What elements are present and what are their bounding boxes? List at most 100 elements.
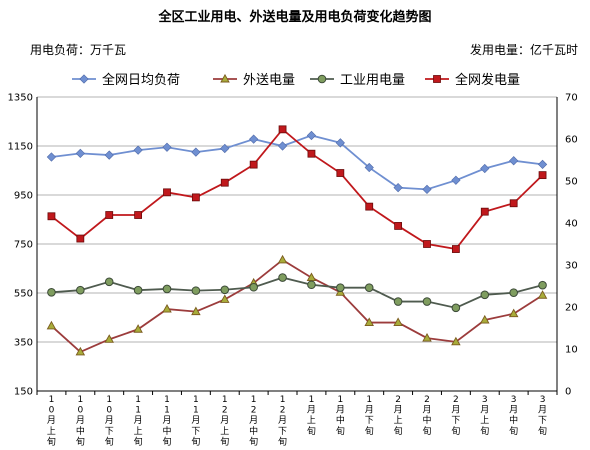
data-point [307,280,316,290]
data-point [394,222,403,230]
data-point [509,156,519,166]
data-point [364,317,374,326]
left-tick-label: 350 [14,338,33,349]
data-point [480,314,490,324]
data-point [509,288,518,298]
x-tick-label: 1 月中旬 [336,395,345,437]
series-line [51,134,543,191]
x-tick-label: 3 月中旬 [509,395,518,437]
x-tick-label: 1 2 月中旬 [249,395,258,447]
data-point [76,285,85,295]
left-tick-label: 150 [14,387,33,398]
data-point [249,160,258,169]
data-point [480,207,489,216]
legend-marker [79,74,89,84]
data-point [538,171,547,180]
data-point [538,280,547,290]
left-tick-label: 1150 [8,142,33,153]
x-tick-label: 2 月上旬 [394,395,403,437]
x-tick-label: 1 1 月上旬 [134,395,143,447]
x-tick-label: 1 0 月下旬 [105,395,114,447]
data-point [423,240,431,248]
x-tick-label: 1 月下旬 [365,395,374,437]
data-point [163,188,171,197]
data-point [133,324,143,333]
x-tick-label: 1 0 月上旬 [47,395,56,447]
right-tick-label: 60 [565,135,578,146]
series-circle [47,273,547,313]
data-point [278,273,287,282]
left-axis-unit-label: 用电负荷：万千瓦 [30,43,127,57]
data-point [162,284,172,294]
data-point [278,125,287,134]
legend-marker [433,75,441,83]
data-point [249,282,258,292]
data-point [191,147,201,157]
data-point [134,211,143,219]
right-axis-unit-label: 发用电量：亿千瓦时 [469,43,578,57]
data-point [365,202,374,211]
series-line [50,258,544,353]
series-square [47,125,547,253]
data-point [451,303,461,313]
data-point [336,169,345,177]
x-tick-label: 2 月下旬 [451,395,460,437]
data-point [220,143,230,154]
data-point [422,332,432,342]
series-triangle [46,254,548,356]
data-point [105,211,114,219]
left-tick-label: 550 [14,289,33,300]
left-tick-label: 950 [14,191,33,202]
axes: 150 350 550 750 950 1150 1350 0 10 20 30 40 50 60 70 1 0… [8,93,578,448]
left-tick-label: 750 [14,240,33,251]
x-tick-label: 1 1 月下旬 [191,395,200,447]
legend-marker [317,74,327,84]
legend-item: 外送电量 [213,73,295,88]
data-point [133,285,143,295]
series-line [51,276,543,309]
data-point [104,150,114,160]
data-point [46,152,57,162]
data-point [451,245,460,253]
legend-item: 全网日均负荷 [72,72,180,88]
data-point [220,178,229,187]
x-tick-label: 2 月中旬 [422,395,431,437]
data-point [191,286,201,295]
data-point [306,272,317,282]
left-tick-label: 1350 [8,93,33,104]
x-tick-label: 1 0 月中旬 [76,395,85,447]
legend-marker [220,73,230,83]
right-tick-label: 70 [565,93,578,104]
data-point [104,277,114,287]
data-point [336,283,345,292]
right-tick-label: 40 [565,219,578,230]
data-point [508,308,519,318]
data-point [220,294,230,303]
data-point [133,145,143,155]
data-point [307,149,316,158]
data-point [47,288,56,297]
data-point [220,285,230,295]
chart-title: 全区工业用电、外送电量及用电负荷变化趋势图 [158,10,432,25]
data-point [393,183,403,193]
data-point [364,283,374,292]
legend-label: 全网日均负荷 [102,72,180,88]
legend-item: 全网发电量 [425,72,520,88]
data-point [364,162,374,173]
data-point [75,148,85,158]
data-point [191,193,200,202]
data-point [76,234,85,243]
x-tick-label: 1 月上旬 [307,395,316,437]
data-point [75,346,86,356]
data-point [537,290,548,299]
right-tick-label: 10 [565,345,578,356]
x-tick-label: 1 2 月下旬 [278,395,287,447]
data-point [249,134,259,144]
series-group [46,125,548,356]
legend: 全网日均负荷 外送电量 工业用电量 全网发电量 [72,72,520,88]
data-point [335,138,345,148]
right-tick-label: 20 [565,303,578,314]
legend-item: 工业用电量 [310,73,405,88]
gridlines [37,96,557,343]
data-point [104,334,114,343]
